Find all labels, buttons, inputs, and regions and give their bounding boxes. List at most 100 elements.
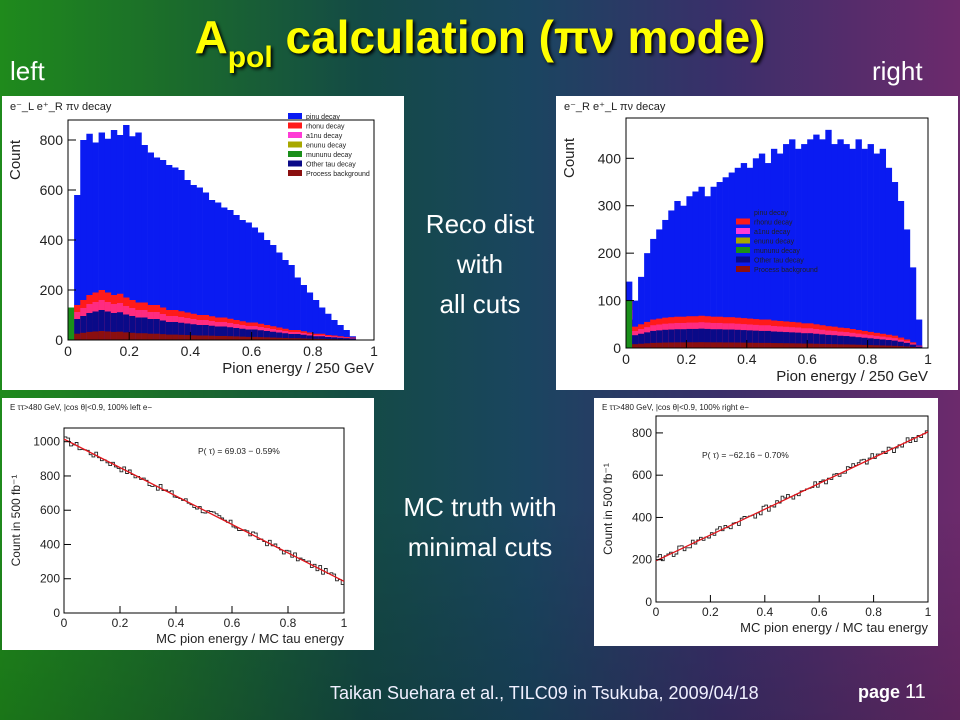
process-bar [86,331,93,340]
pinu-bar [178,170,185,340]
process-bar [807,343,814,348]
process-bar [98,331,106,340]
y-tick-label: 200 [598,245,622,261]
mc-caption-line: minimal cuts [407,532,553,562]
plot-frame [63,427,345,614]
pinu-bar [227,210,234,340]
pinu-bar [710,186,717,348]
process-bar [849,344,856,348]
other-tau-bar [135,317,142,340]
other-tau-bar [104,311,112,340]
other-tau-bar [325,337,332,340]
legend-entry: Other tau decay [754,258,804,265]
other-tau-bar [257,330,265,340]
process-bar [891,345,899,348]
pinu-bar [110,130,118,340]
pinu-bar [221,207,228,340]
process-bar [257,337,265,340]
process-bar [251,336,259,340]
other-tau-bar [312,336,320,340]
pinu-bar [662,219,669,348]
pinu-bar [722,177,729,348]
pinu-bar [331,320,338,340]
pinu-bar [245,222,252,340]
other-tau-bar [288,334,295,340]
process-bar [184,335,191,340]
pinu-bar [74,195,81,340]
other-tau-bar [662,329,669,348]
pinu-bar [867,144,874,348]
process-bar [710,342,717,348]
process-bar [668,342,675,348]
legend-entry: a1nu decay [754,229,791,236]
mc-right-chart: 0 200 400 600 800 0 0.2 0.4 0.6 0.8 1MC pion energ… [601,403,932,635]
pinu-bar [698,186,705,348]
x-tick-label: 0.6 [797,351,817,367]
y-tick-label: 800 [40,132,64,148]
x-tick-label: 0.4 [181,343,201,359]
process-bar [716,342,723,348]
other-tau-bar [777,331,784,348]
process-bar [704,342,711,348]
legend-swatch [288,151,302,157]
legend-swatch [736,218,750,225]
chart-title: E ττ>480 GeV, |cos θ|<0.9, 100% right e− [602,403,749,412]
reco-caption-line: all cuts [439,289,521,319]
process-bar [263,337,271,340]
pinu-bar [716,182,723,348]
legend-swatch [736,256,750,263]
other-tau-bar [897,341,905,348]
pinu-bar [783,144,790,348]
page-number: page 11 [858,681,926,704]
process-bar [282,337,289,340]
process-bar [674,342,681,348]
mc-caption: MC truth with minimal cuts [380,487,580,567]
process-bar [752,342,760,348]
pinu-bar [129,136,136,340]
other-tau-bar [789,332,796,348]
mc-left-panel: 0 200 400 600 800 1000 0 0.2 0.4 0.6 0.8 1 MC pion e… [2,398,374,650]
other-tau-bar [153,319,161,340]
x-tick-label: 0.8 [858,351,878,367]
process-bar [692,342,699,348]
process-bar [196,335,203,340]
process-bar [74,333,81,340]
process-bar [764,342,772,348]
pinu-bar [855,139,862,348]
process-bar [897,346,905,348]
legend-swatch [736,209,750,215]
process-bar [306,338,314,340]
other-tau-bar [300,334,307,340]
process-bar [825,344,832,348]
pinu-bar [184,180,191,340]
other-tau-bar [879,339,887,348]
other-tau-bar [716,329,723,348]
legend-entry: mununu decay [306,152,352,159]
process-bar [728,342,736,348]
x-tick-label: 0.6 [242,343,262,359]
right-label: right [872,56,923,86]
process-bar [644,343,651,348]
page-number-value: 11 [905,681,926,703]
title-main: A [194,11,228,63]
reco-caption-line: Reco dist [425,209,535,239]
other-tau-bar [650,330,657,348]
process-bar [879,345,887,348]
process-bar [855,344,862,348]
pinu-bar [674,200,681,348]
other-tau-bar [178,322,185,340]
x-tick-label: 1 [370,343,378,359]
legend-entry: rhonu decay [306,124,345,131]
pinu-bar [159,160,167,340]
process-bar [873,345,880,348]
other-tau-bar [331,337,338,340]
other-tau-bar [783,332,790,348]
pinu-bar [668,210,675,348]
x-tick-label: 0.8 [280,616,297,630]
page-label: page [858,682,901,702]
other-tau-bar [349,338,356,340]
pinu-bar [294,277,301,340]
process-bar [680,342,687,348]
pinu-bar [276,252,283,340]
